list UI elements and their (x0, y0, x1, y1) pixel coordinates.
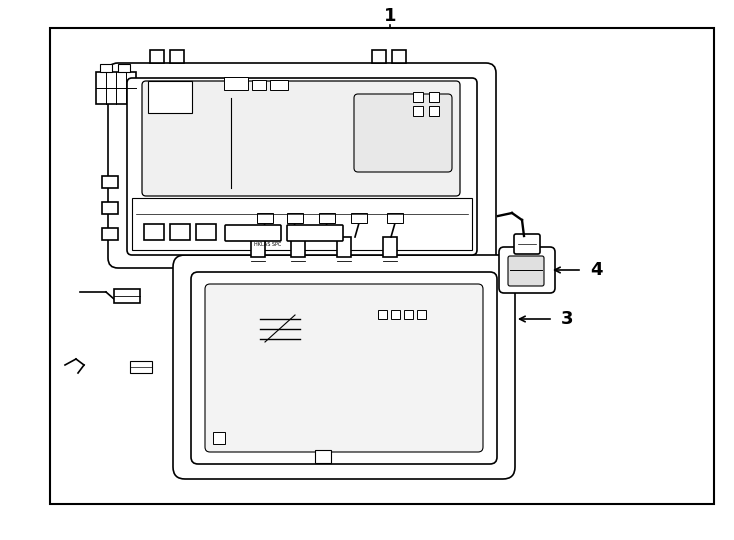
Bar (287, 213, 303, 223)
Bar (257, 213, 273, 223)
Bar (96, 72, 136, 104)
FancyBboxPatch shape (173, 255, 515, 479)
Bar (337, 237, 351, 257)
Bar (404, 310, 413, 319)
Bar (387, 213, 403, 223)
Text: 2: 2 (172, 79, 184, 97)
Bar (102, 202, 118, 214)
Bar (114, 289, 140, 303)
Bar (270, 80, 288, 90)
Bar (170, 224, 190, 240)
Bar (252, 80, 266, 90)
Bar (413, 106, 423, 116)
Bar (251, 237, 265, 257)
Bar (102, 176, 118, 188)
Bar (130, 361, 152, 373)
Bar (372, 50, 386, 63)
Bar (170, 50, 184, 63)
Bar (144, 224, 164, 240)
Bar (291, 237, 305, 257)
Bar (213, 432, 225, 444)
FancyBboxPatch shape (225, 225, 281, 241)
Text: HKLAS SPC: HKLAS SPC (255, 241, 282, 246)
Bar (150, 50, 164, 63)
FancyBboxPatch shape (191, 272, 497, 464)
FancyBboxPatch shape (142, 81, 460, 196)
FancyBboxPatch shape (499, 247, 555, 293)
Bar (429, 106, 439, 116)
Bar (132, 198, 472, 250)
FancyBboxPatch shape (514, 234, 540, 254)
Bar (118, 64, 130, 72)
Text: 4: 4 (589, 261, 603, 279)
Bar (102, 228, 118, 240)
Bar (196, 224, 216, 240)
Bar (392, 50, 406, 63)
Text: 1: 1 (384, 7, 396, 25)
FancyBboxPatch shape (287, 225, 343, 241)
Bar (315, 450, 331, 463)
Bar (383, 237, 397, 257)
Bar (319, 213, 335, 223)
FancyBboxPatch shape (127, 78, 477, 255)
Bar (378, 310, 387, 319)
Bar (148, 81, 192, 113)
FancyBboxPatch shape (108, 63, 496, 268)
Bar (351, 213, 367, 223)
Bar (224, 77, 248, 90)
Bar (417, 310, 426, 319)
FancyBboxPatch shape (354, 94, 452, 172)
FancyBboxPatch shape (508, 256, 544, 286)
Bar (391, 310, 400, 319)
Bar (429, 92, 439, 102)
Bar (413, 92, 423, 102)
Text: 3: 3 (561, 310, 573, 328)
Bar (100, 64, 112, 72)
FancyBboxPatch shape (205, 284, 483, 452)
Bar (50, 28, 714, 504)
